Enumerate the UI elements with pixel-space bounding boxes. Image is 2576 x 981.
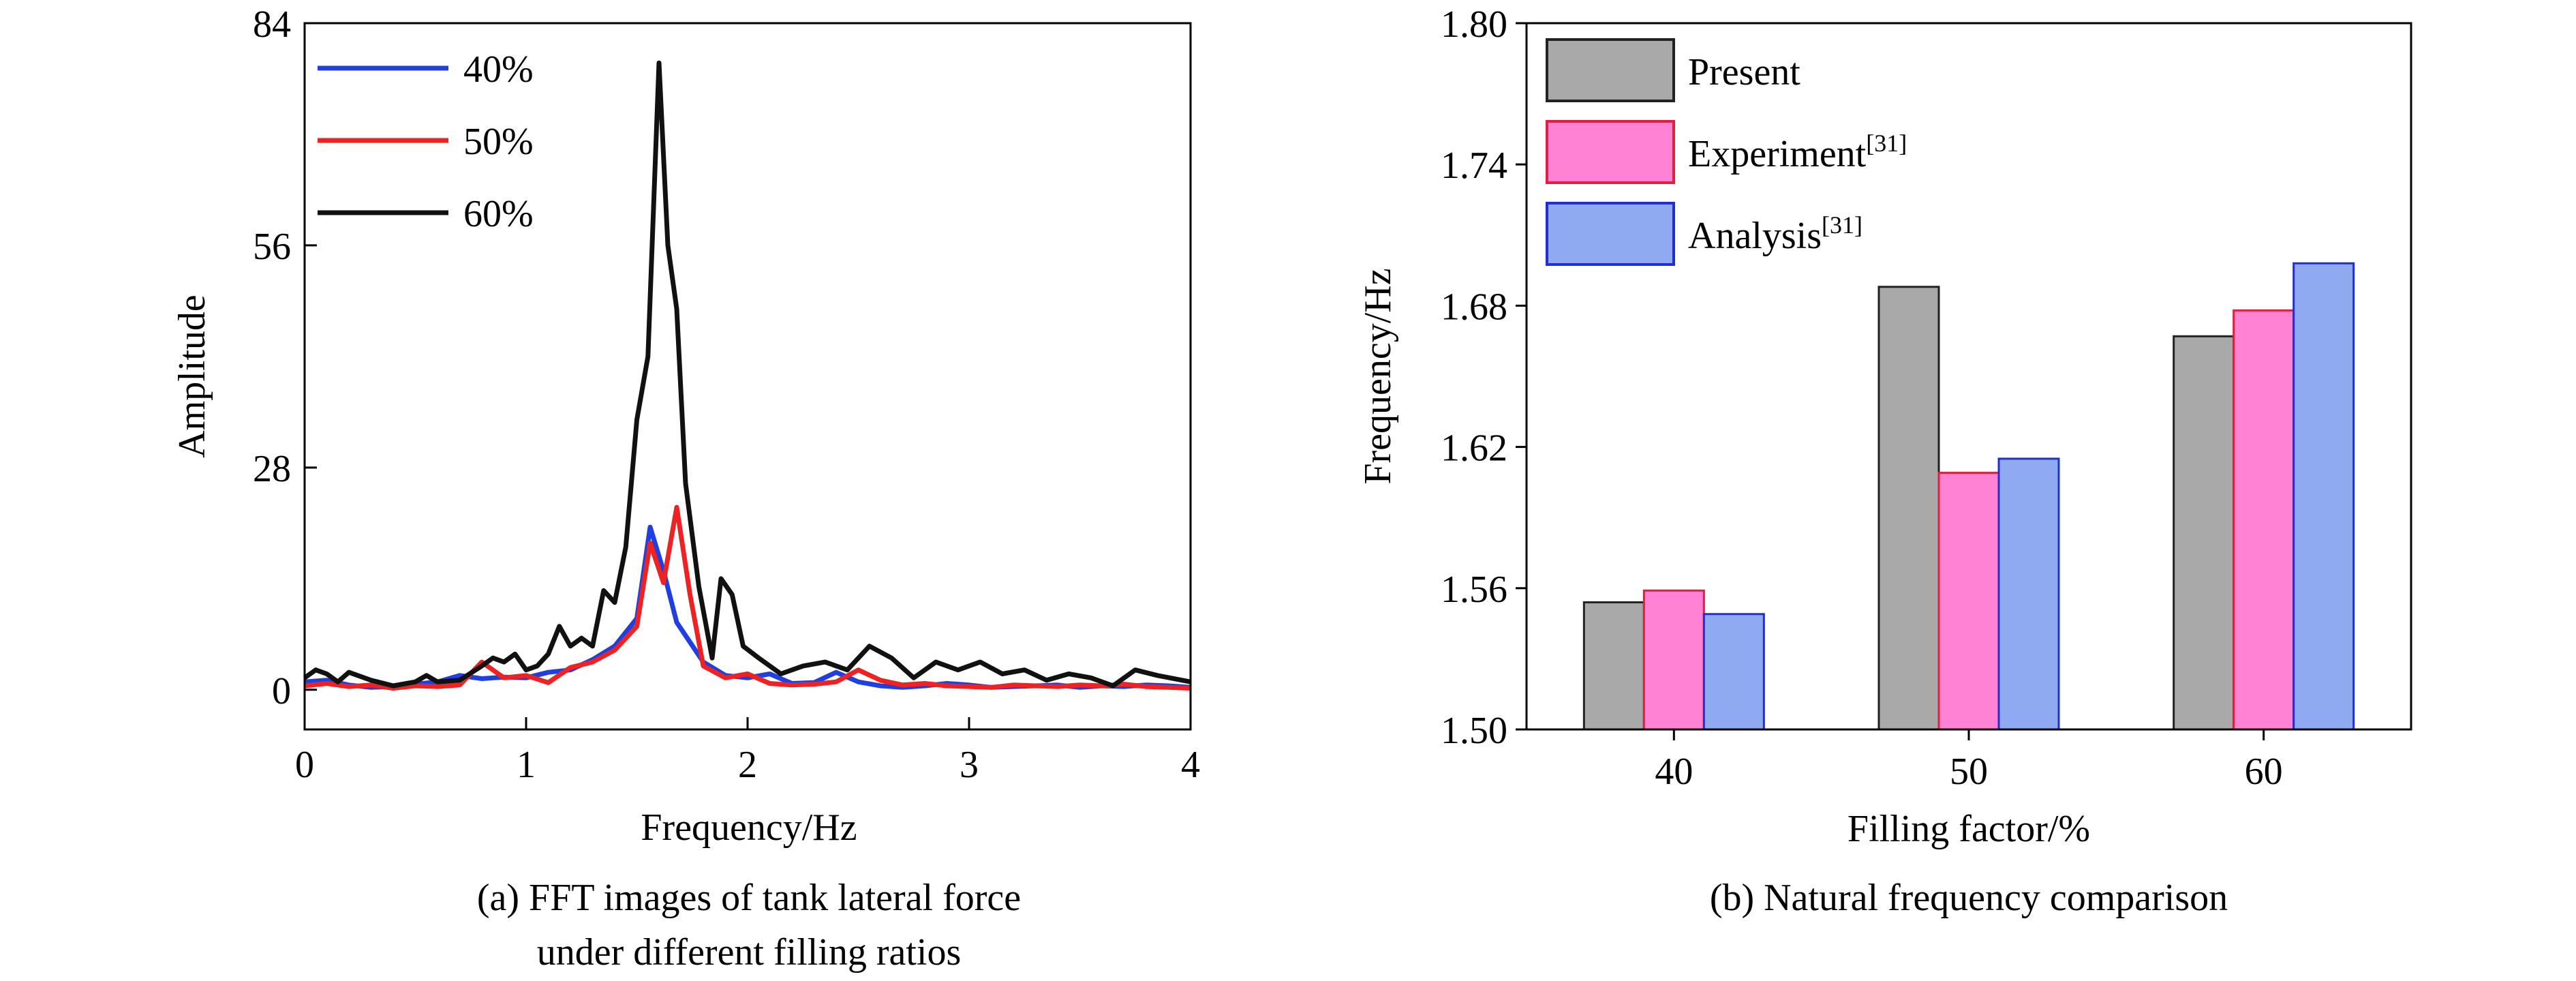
- legend-citation-superscript: [31]: [1822, 211, 1862, 239]
- frequency-y-axis-label: Frequency/Hz: [1357, 268, 1399, 484]
- series-line-50%: [304, 504, 1191, 691]
- panel-a-caption-line2: under different filling ratios: [537, 931, 962, 974]
- legend-label-present: Present: [1688, 51, 1800, 93]
- x-tick-label: 2: [738, 744, 757, 786]
- y-tick-label: 1.68: [1441, 286, 1507, 328]
- fft-y-axis-label: Amplitude: [171, 295, 213, 458]
- fft-y-axis: 0 28 56 84: [253, 3, 317, 712]
- bar-analysis-40: [1702, 613, 1765, 731]
- y-tick-label: 1.56: [1441, 569, 1507, 611]
- bar-present-50: [1877, 286, 1940, 731]
- frequency-x-axis-label: Filling factor/%: [1847, 808, 2090, 850]
- frequency-y-axis: 1.50 1.56 1.62 1.68 1.74 1.80: [1441, 3, 1527, 752]
- fft-series-lines: [303, 60, 1191, 691]
- legend-swatch-present: [1546, 38, 1675, 102]
- frequency-x-axis: 40 50 60: [1655, 729, 2283, 793]
- legend-citation-superscript: [31]: [1866, 130, 1907, 157]
- x-tick-label: 60: [2245, 751, 2283, 793]
- y-tick-label: 1.62: [1441, 427, 1507, 470]
- frequency-bars: [1582, 262, 2355, 731]
- panel-a-caption-line1: (a) FFT images of tank lateral force: [477, 877, 1021, 919]
- x-tick-label: 40: [1655, 751, 1693, 793]
- y-tick-label: 84: [253, 3, 291, 46]
- x-tick-label: 0: [295, 744, 314, 786]
- y-tick-label: 28: [253, 448, 291, 490]
- legend-swatch-analysis: [1546, 202, 1675, 266]
- fft-x-axis: 0 1 2 3 4: [295, 717, 1200, 786]
- x-tick-label: 1: [517, 744, 536, 786]
- y-tick-label: 1.80: [1441, 3, 1507, 46]
- panel-b-caption: (b) Natural frequency comparison: [1710, 877, 2228, 919]
- y-tick-label: 0: [272, 670, 291, 712]
- x-tick-label: 4: [1181, 744, 1200, 786]
- fft-x-axis-label: Frequency/Hz: [641, 806, 857, 849]
- y-tick-label: 1.74: [1441, 145, 1507, 187]
- y-tick-label: 1.50: [1441, 710, 1507, 752]
- legend-label-60%: 60%: [463, 193, 534, 235]
- bar-present-40: [1582, 601, 1645, 731]
- x-tick-label: 50: [1950, 751, 1988, 793]
- legend-swatch-experiment: [1546, 120, 1675, 184]
- legend-label-40%: 40%: [463, 48, 534, 91]
- fft-legend: 40% 50% 60%: [318, 48, 534, 235]
- bar-experiment-60: [2233, 309, 2295, 731]
- y-tick-label: 56: [253, 226, 291, 268]
- bar-analysis-50: [1997, 457, 2060, 731]
- bar-experiment-50: [1937, 472, 2000, 731]
- frequency-bar-chart: 40 50 60 1.501.561.621.681.741.80 PresentE…: [1357, 3, 2412, 919]
- x-tick-label: 3: [960, 744, 979, 786]
- legend-label-50%: 50%: [463, 121, 534, 163]
- bar-experiment-40: [1642, 589, 1705, 731]
- series-line-60%: [303, 60, 1191, 689]
- fft-line-chart: 0 1 2 3 4 0 28 56 84 40% 50% 60% Frequency/Hz Amp…: [171, 3, 1200, 974]
- bar-present-60: [2173, 335, 2235, 731]
- bar-analysis-60: [2293, 262, 2355, 731]
